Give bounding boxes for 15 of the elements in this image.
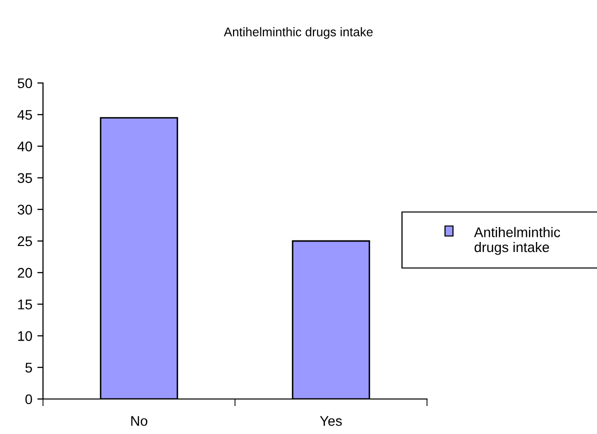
chart-title: Antihelminthic drugs intake bbox=[224, 27, 373, 39]
x-tick-label: No bbox=[131, 416, 148, 426]
y-tick-label: 45 bbox=[17, 110, 32, 120]
y-tick-label: 0 bbox=[25, 394, 32, 404]
y-tick-label: 5 bbox=[25, 362, 32, 373]
y-tick-label: 20 bbox=[18, 268, 32, 278]
y-tick-label: 25 bbox=[18, 236, 32, 246]
y-tick-label: 50 bbox=[18, 78, 32, 88]
y-tick-label: 35 bbox=[18, 173, 32, 183]
x-tick-label: Yes bbox=[320, 416, 342, 426]
y-tick-label: 15 bbox=[18, 300, 32, 310]
y-tick-label: 40 bbox=[17, 142, 32, 152]
y-tick-label: 10 bbox=[18, 331, 32, 341]
legend-label: Antihelminthic drugs intake bbox=[474, 227, 560, 255]
y-tick-label: 30 bbox=[18, 204, 32, 215]
